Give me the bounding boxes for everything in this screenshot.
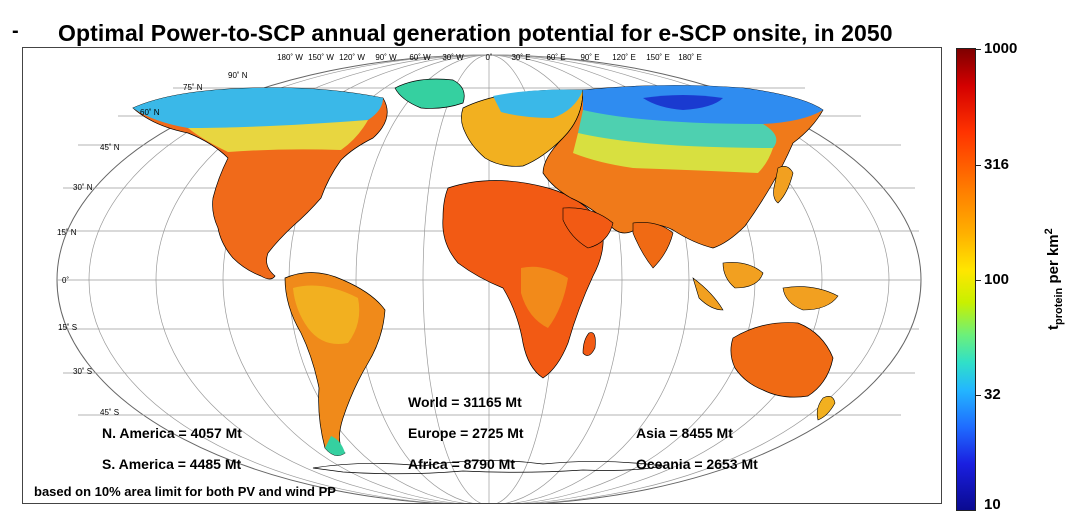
borneo [722, 262, 764, 289]
north-america-arctic [133, 87, 383, 129]
colorbar-tickmark [976, 395, 981, 396]
australia [730, 322, 834, 398]
lon-label: 90˚ W [375, 53, 397, 62]
lon-label: 30˚ W [442, 53, 464, 62]
lon-label: 60˚ E [546, 53, 566, 62]
lon-label: 60˚ W [409, 53, 431, 62]
lat-label: 0˚ [62, 276, 70, 285]
patagonia [325, 436, 345, 456]
stat-europe: Europe = 2725 Mt [408, 425, 524, 441]
colorbar-tick-316: 316 [984, 156, 1010, 173]
antarctica-coast [312, 460, 664, 475]
lat-label: 75˚ N [183, 83, 203, 92]
new-zealand [816, 396, 836, 421]
central-asia [573, 133, 773, 173]
colorbar [956, 48, 976, 511]
siberia-south [578, 110, 777, 149]
siberia-cold [643, 95, 723, 110]
colorbar-tickmark [976, 165, 981, 166]
lat-label: 90˚ N [228, 71, 248, 80]
lat-label: 60˚ N [140, 108, 160, 117]
lon-label: 180˚ W [277, 53, 303, 62]
lat-label: 15˚ N [57, 228, 77, 237]
lon-label: 180˚ E [678, 53, 702, 62]
lon-label: 120˚ E [612, 53, 636, 62]
lon-label: 150˚ W [308, 53, 334, 62]
greenland [394, 78, 465, 109]
world-map [56, 54, 922, 503]
footnote: based on 10% area limit for both PV and … [34, 484, 336, 499]
colorbar-tickmark [976, 49, 981, 50]
stat-world: World = 31165 Mt [408, 394, 522, 410]
new-guinea [782, 286, 839, 311]
lat-label: 30˚ N [73, 183, 93, 192]
dash-mark: - [12, 20, 19, 42]
stat-asia: Asia = 8455 Mt [636, 425, 733, 441]
unit-superscript: 2 [1043, 228, 1055, 235]
lon-label: 120˚ W [339, 53, 365, 62]
stat-africa: Africa = 8790 Mt [408, 456, 515, 472]
arabia [562, 207, 614, 249]
unit-subscript: protein [1053, 287, 1065, 325]
lon-label: 90˚ E [580, 53, 600, 62]
lat-label: 45˚ S [100, 408, 120, 417]
lat-label: 15˚ S [58, 323, 78, 332]
lon-label: 150˚ E [646, 53, 670, 62]
colorbar-tick-10: 10 [984, 496, 1001, 513]
lon-label: 30˚ E [511, 53, 531, 62]
lat-label: 30˚ S [73, 367, 93, 376]
stat-north-america: N. America = 4057 Mt [102, 425, 242, 441]
unit-rest: per km [1045, 234, 1062, 288]
japan [773, 166, 794, 204]
madagascar [582, 332, 596, 356]
india [632, 222, 674, 269]
colorbar-tick-1000: 1000 [984, 40, 1018, 57]
stat-oceania: Oceania = 2653 Mt [636, 456, 758, 472]
sumatra [692, 277, 724, 311]
colorbar-tick-32: 32 [984, 386, 1001, 403]
lon-label: 0˚ [485, 53, 493, 62]
colorbar-tick-100: 100 [984, 271, 1010, 288]
central-africa [521, 266, 568, 328]
map-frame [22, 47, 942, 504]
colorbar-unit-label: tprotein per km2 [1043, 228, 1065, 330]
unit-main: t [1045, 325, 1062, 330]
colorbar-tickmark [976, 280, 981, 281]
stat-south-america: S. America = 4485 Mt [102, 456, 242, 472]
north-america-boreal [188, 120, 368, 152]
map-title: Optimal Power-to-SCP annual generation p… [58, 20, 893, 46]
scandinavia [493, 89, 583, 118]
amazon-region [293, 285, 360, 344]
lat-label: 45˚ N [100, 143, 120, 152]
